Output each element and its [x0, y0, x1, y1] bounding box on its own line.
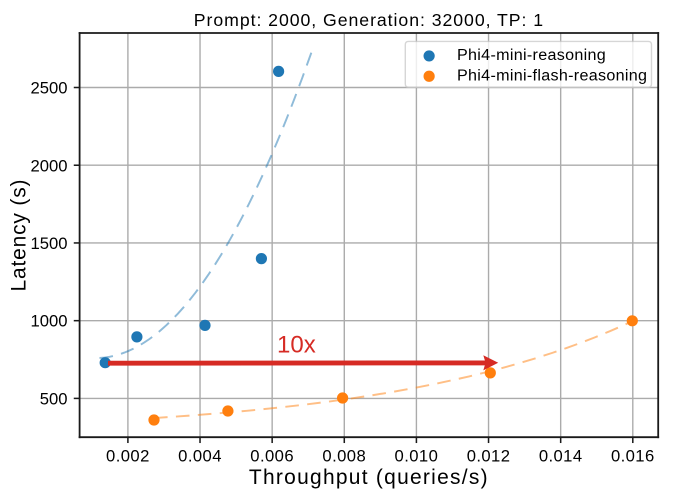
svg-text:2000: 2000 [30, 156, 67, 175]
svg-text:0.002: 0.002 [106, 446, 150, 465]
svg-text:Prompt: 2000, Generation: 3200: Prompt: 2000, Generation: 32000, TP: 1 [194, 10, 544, 30]
svg-text:0.016: 0.016 [611, 446, 655, 465]
svg-text:10x: 10x [277, 331, 316, 358]
svg-text:2500: 2500 [30, 79, 67, 98]
svg-text:0.014: 0.014 [539, 446, 583, 465]
svg-text:1500: 1500 [30, 234, 67, 253]
svg-text:Phi4-mini-reasoning: Phi4-mini-reasoning [457, 46, 606, 64]
svg-text:Phi4-mini-flash-reasoning: Phi4-mini-flash-reasoning [457, 67, 647, 85]
svg-text:0.004: 0.004 [178, 446, 222, 465]
svg-text:Latency (s): Latency (s) [7, 179, 30, 292]
svg-text:1000: 1000 [30, 312, 67, 331]
svg-text:500: 500 [40, 389, 68, 408]
svg-text:0.010: 0.010 [395, 446, 439, 465]
svg-text:0.012: 0.012 [467, 446, 511, 465]
svg-text:Throughput (queries/s): Throughput (queries/s) [249, 466, 489, 489]
svg-text:0.006: 0.006 [250, 446, 294, 465]
svg-text:0.008: 0.008 [322, 446, 366, 465]
